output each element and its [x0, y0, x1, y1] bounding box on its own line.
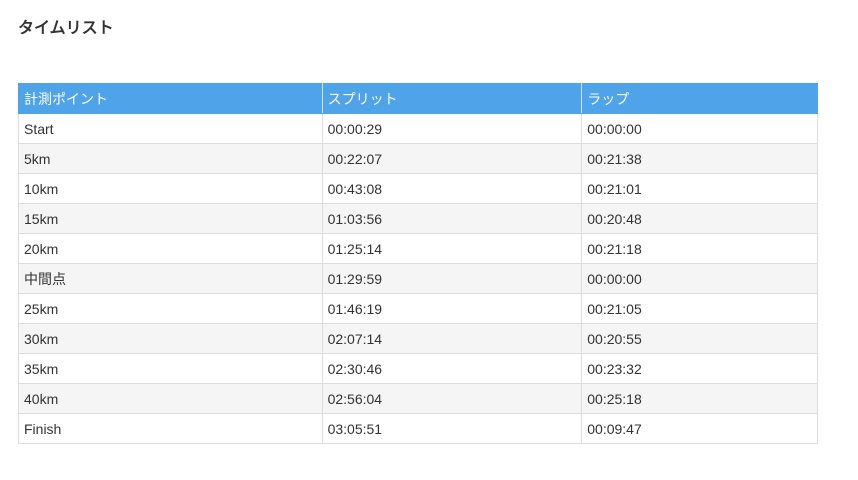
checkpoint-cell: 40km [18, 383, 323, 414]
split-cell: 02:30:46 [321, 353, 583, 384]
split-cell: 01:25:14 [321, 233, 583, 264]
lap-cell: 00:21:05 [581, 293, 818, 324]
table-row: Start 00:00:29 00:00:00 [18, 113, 818, 144]
table-row: 30km 02:07:14 00:20:55 [18, 323, 818, 354]
checkpoint-cell: 35km [18, 353, 323, 384]
checkpoint-cell: Start [18, 113, 323, 144]
split-cell: 03:05:51 [321, 413, 583, 444]
table-row: 40km 02:56:04 00:25:18 [18, 383, 818, 414]
split-cell: 02:56:04 [321, 383, 583, 414]
lap-cell: 00:20:48 [581, 203, 818, 234]
lap-cell: 00:21:38 [581, 143, 818, 174]
table-header-row: 計測ポイント スプリット ラップ [18, 83, 818, 114]
split-cell: 01:29:59 [321, 263, 583, 294]
lap-cell: 00:21:18 [581, 233, 818, 264]
split-cell: 02:07:14 [321, 323, 583, 354]
lap-cell: 00:09:47 [581, 413, 818, 444]
lap-cell: 00:21:01 [581, 173, 818, 204]
checkpoint-cell: 中間点 [18, 263, 323, 294]
table-row: 25km 01:46:19 00:21:05 [18, 293, 818, 324]
table-row: 35km 02:30:46 00:23:32 [18, 353, 818, 384]
checkpoint-cell: 20km [18, 233, 323, 264]
header-lap: ラップ [581, 83, 818, 114]
time-list-table: 計測ポイント スプリット ラップ Start 00:00:29 00:00:00 5k… [18, 83, 818, 444]
split-cell: 00:22:07 [321, 143, 583, 174]
table-row: 中間点 01:29:59 00:00:00 [18, 263, 818, 294]
table-row: 20km 01:25:14 00:21:18 [18, 233, 818, 264]
split-cell: 00:00:29 [321, 113, 583, 144]
checkpoint-cell: 30km [18, 323, 323, 354]
lap-cell: 00:20:55 [581, 323, 818, 354]
split-cell: 00:43:08 [321, 173, 583, 204]
lap-cell: 00:00:00 [581, 113, 818, 144]
checkpoint-cell: 25km [18, 293, 323, 324]
table-row: 15km 01:03:56 00:20:48 [18, 203, 818, 234]
page-title: タイムリスト [18, 20, 114, 37]
checkpoint-cell: 10km [18, 173, 323, 204]
lap-cell: 00:25:18 [581, 383, 818, 414]
header-split: スプリット [321, 83, 583, 114]
split-cell: 01:46:19 [321, 293, 583, 324]
checkpoint-cell: 15km [18, 203, 323, 234]
checkpoint-cell: Finish [18, 413, 323, 444]
split-cell: 01:03:56 [321, 203, 583, 234]
lap-cell: 00:00:00 [581, 263, 818, 294]
table-row: Finish 03:05:51 00:09:47 [18, 413, 818, 444]
table-row: 5km 00:22:07 00:21:38 [18, 143, 818, 174]
table-row: 10km 00:43:08 00:21:01 [18, 173, 818, 204]
header-checkpoint: 計測ポイント [18, 83, 323, 114]
lap-cell: 00:23:32 [581, 353, 818, 384]
checkpoint-cell: 5km [18, 143, 323, 174]
